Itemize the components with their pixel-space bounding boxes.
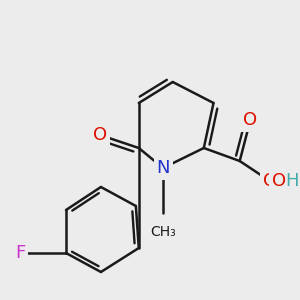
Text: O: O bbox=[263, 172, 277, 190]
Text: N: N bbox=[156, 159, 170, 177]
Text: O: O bbox=[93, 126, 107, 144]
Text: CH₃: CH₃ bbox=[150, 225, 176, 239]
Text: H: H bbox=[285, 172, 299, 190]
Text: F: F bbox=[15, 244, 25, 262]
Text: O: O bbox=[243, 111, 257, 129]
Text: O: O bbox=[272, 172, 286, 190]
